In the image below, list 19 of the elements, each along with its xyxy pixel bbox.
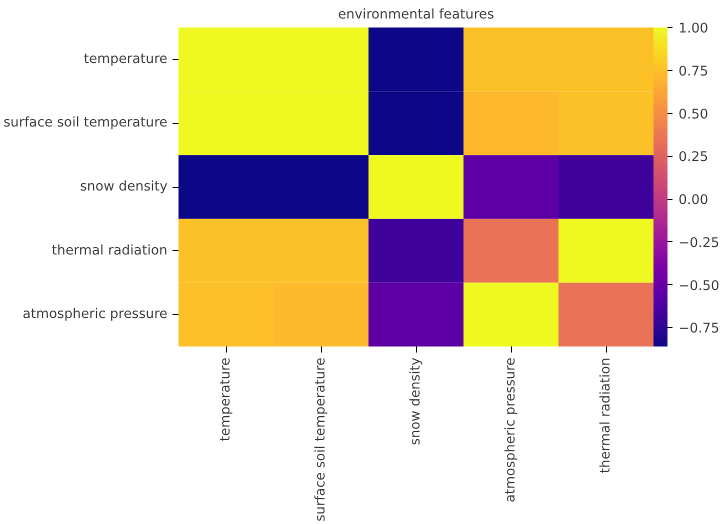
y-tick-label: surface soil temperature bbox=[3, 116, 168, 131]
x-tick-label: temperature bbox=[218, 357, 234, 442]
color-bar-label: 0.75 bbox=[678, 64, 708, 80]
x-tick-label: snow density bbox=[408, 357, 424, 446]
color-bar-label: 0.50 bbox=[678, 107, 708, 122]
color-bar-label: −0.50 bbox=[678, 278, 720, 294]
y-tick-label: temperature bbox=[84, 52, 168, 67]
color-bar-label: −0.25 bbox=[678, 236, 720, 251]
x-tick-label: surface soil temperature bbox=[314, 357, 328, 522]
color-bar-label: −0.75 bbox=[678, 322, 720, 337]
x-tick-label: thermal radiation bbox=[598, 358, 614, 474]
y-tick-label: snow density bbox=[80, 180, 168, 194]
color-bar-label: 0.00 bbox=[678, 193, 708, 208]
x-tick-label: atmospheric pressure bbox=[504, 357, 518, 502]
color-bar-label: 0.25 bbox=[678, 150, 708, 166]
y-tick-label: atmospheric pressure bbox=[22, 307, 168, 322]
color-bar-label: 1.00 bbox=[678, 22, 708, 36]
y-tick-label: thermal radiation bbox=[52, 243, 168, 258]
chart-title: environmental features bbox=[338, 8, 494, 22]
